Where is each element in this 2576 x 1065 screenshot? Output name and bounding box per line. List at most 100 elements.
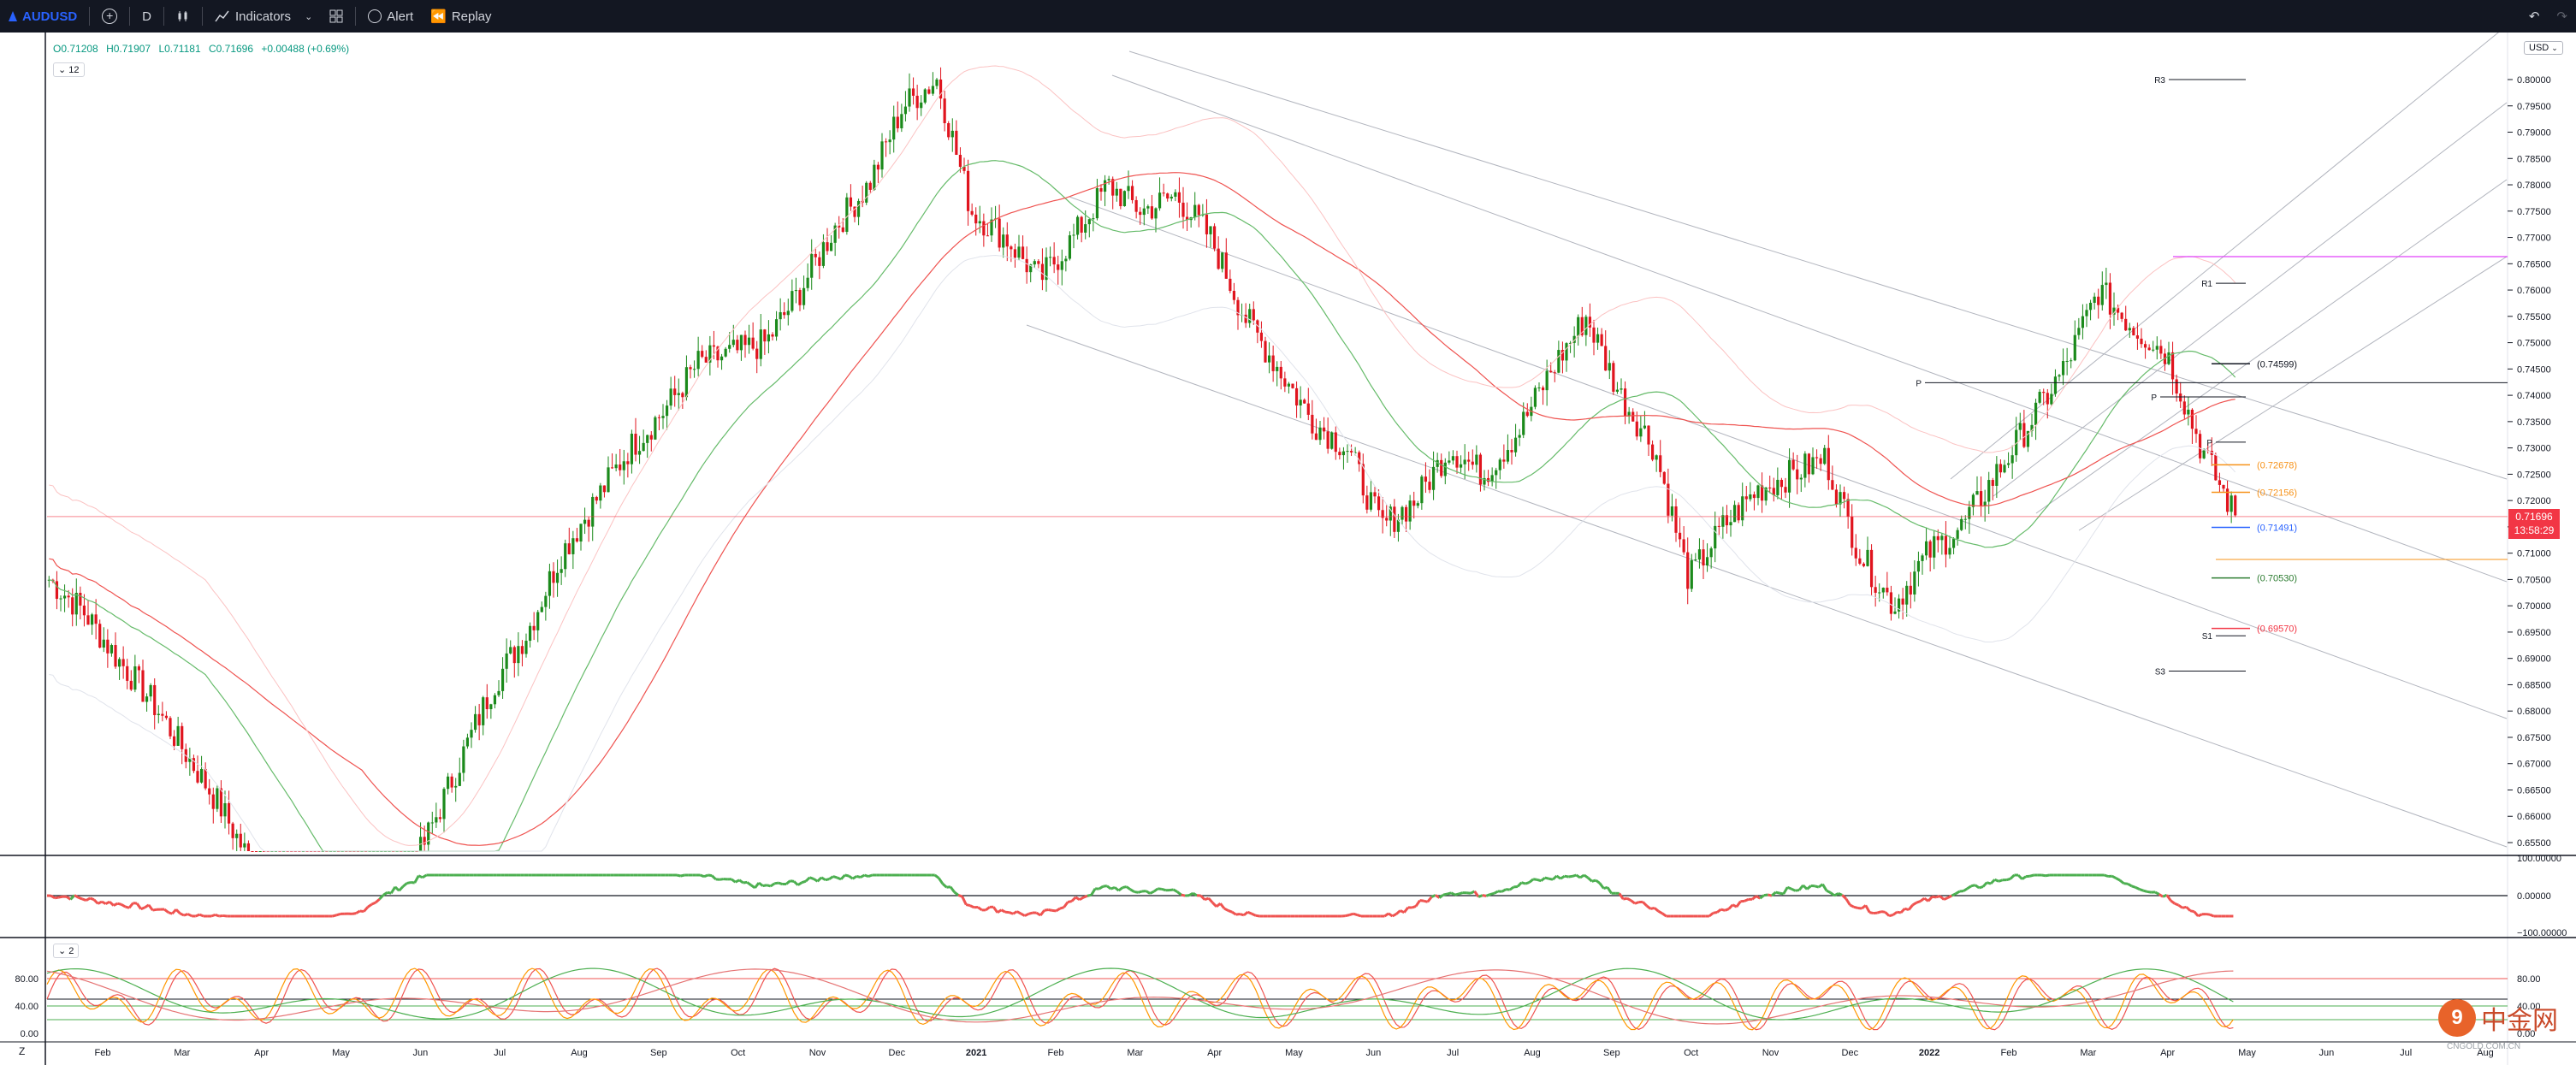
candle-body xyxy=(442,789,446,819)
candle-body xyxy=(1502,459,1506,462)
candle-body xyxy=(192,758,196,772)
candle-body xyxy=(199,768,204,783)
osc-segment xyxy=(1537,878,1542,883)
candle-body xyxy=(2030,424,2034,431)
price-tick-label: 0.74500 xyxy=(2517,364,2551,375)
time-tick-label: Mar xyxy=(1127,1048,1143,1058)
osc-segment xyxy=(758,881,764,887)
candle-body xyxy=(567,543,571,554)
candle-body xyxy=(915,95,919,109)
candle-body xyxy=(1732,505,1737,523)
candle-body xyxy=(1869,549,1874,588)
candle-body xyxy=(1080,216,1083,233)
candle-body xyxy=(1545,370,1549,391)
price-tick-label: 0.79500 xyxy=(2517,102,2551,112)
candle-body xyxy=(657,417,661,418)
candle-body xyxy=(1463,459,1466,464)
candle-body xyxy=(59,598,62,600)
candle-body xyxy=(137,666,141,671)
osc-segment xyxy=(1603,885,1608,890)
candle-body xyxy=(1060,261,1063,270)
timezone-button[interactable]: Z xyxy=(19,1045,26,1057)
candle-body xyxy=(126,666,129,681)
osc-segment xyxy=(856,874,862,879)
compare-button[interactable]: + xyxy=(93,0,126,33)
stochastic-pane[interactable]: 80.00 80.00 40.00 40.00 0.00 0.00 xyxy=(15,967,2541,1039)
chart-area[interactable]: 0.80000 0.79500 0.79000 0.78500 0.78000 0.775… xyxy=(0,33,2576,1065)
time-tick-label: Dec xyxy=(1842,1048,1859,1058)
price-tick-label: 0.75500 xyxy=(2517,312,2551,322)
osc-segment xyxy=(1442,892,1448,896)
osc-segment xyxy=(1470,890,1476,895)
osc-segment xyxy=(1768,893,1773,897)
candle-body xyxy=(587,519,590,527)
chart-canvas[interactable]: 0.80000 0.79500 0.79000 0.78500 0.78000 0.775… xyxy=(0,33,2576,1065)
candle-body xyxy=(2170,352,2175,380)
osc-segment xyxy=(198,913,204,918)
osc-segment xyxy=(1782,886,1789,895)
osc-segment xyxy=(109,901,115,907)
osc-segment xyxy=(2182,905,2187,909)
osc-segment xyxy=(85,896,92,902)
candle-body xyxy=(55,581,59,600)
candle-body xyxy=(1878,592,1881,594)
candle-body xyxy=(79,593,82,606)
candle-body xyxy=(856,200,861,217)
candle-body xyxy=(2187,409,2190,415)
osc-segment xyxy=(1122,885,1128,889)
candle-body xyxy=(1158,192,1162,209)
candle-body xyxy=(1776,479,1780,495)
stoch-collapse-button[interactable]: ⌄ 2 xyxy=(53,944,80,958)
candle-body xyxy=(1361,464,1365,496)
indicators-button[interactable]: Indicators ⌄ xyxy=(206,0,321,33)
osc-segment xyxy=(2174,902,2180,907)
osc-segment xyxy=(2029,873,2034,878)
osc-segment xyxy=(1724,908,1730,912)
candle-body xyxy=(736,340,739,351)
level-label: (0.74599) xyxy=(2257,359,2297,370)
candle-body xyxy=(129,680,133,690)
osc-segment xyxy=(1532,878,1537,881)
candle-body xyxy=(1506,450,1510,462)
candle-body xyxy=(1928,541,1932,558)
symbol-search-button[interactable]: AUDUSD xyxy=(0,0,86,33)
osc-segment xyxy=(375,897,381,904)
layouts-button[interactable] xyxy=(321,0,352,33)
undo-button[interactable]: ↶ xyxy=(2520,0,2549,33)
candle-body xyxy=(98,624,102,648)
stoch-tick-label-left: 0.00 xyxy=(21,1029,38,1039)
candle-body xyxy=(911,88,915,96)
envelope-upper-line xyxy=(49,65,2236,846)
candle-body xyxy=(743,334,747,346)
replay-button[interactable]: ⏪ Replay xyxy=(422,0,500,33)
moving-average-line xyxy=(49,160,2236,852)
redo-button[interactable]: ↷ xyxy=(2548,0,2576,33)
chart-type-button[interactable] xyxy=(168,0,198,33)
indicators-collapse-button[interactable]: ⌄ 12 xyxy=(53,62,85,77)
candle-body xyxy=(1827,447,1830,481)
candle-body xyxy=(1999,464,2003,473)
price-tick-label: 0.73000 xyxy=(2517,444,2551,454)
osc-segment xyxy=(1716,908,1722,914)
osc-segment xyxy=(1932,895,1937,899)
candle-body xyxy=(1346,451,1349,453)
time-tick-label: 2021 xyxy=(966,1048,986,1058)
channel-line xyxy=(1111,74,2508,583)
stoch-tick-label: 80.00 xyxy=(2517,974,2541,985)
candle-body xyxy=(2015,429,2018,456)
candle-body xyxy=(626,461,630,464)
oscillator-pane[interactable]: 100.00000 0.00000 −100.00000 xyxy=(46,854,2567,938)
time-axis[interactable]: Feb Mar Apr May Jun Jul Aug Sep Oct Nov Dec 2021 Feb… xyxy=(95,1048,2494,1058)
candle-body xyxy=(998,218,1001,248)
candle-body xyxy=(920,102,923,109)
alert-button[interactable]: Alert xyxy=(359,0,422,33)
currency-selector[interactable]: USD ⌄ xyxy=(2524,41,2563,55)
candle-body xyxy=(227,802,231,824)
candle-body xyxy=(2100,285,2104,305)
candle-body xyxy=(2147,347,2151,351)
price-axis[interactable]: 0.80000 0.79500 0.79000 0.78500 0.78000 0.775… xyxy=(2508,75,2551,849)
drawing-toolbar[interactable] xyxy=(0,33,45,1065)
interval-button[interactable]: D xyxy=(133,0,160,33)
osc-segment xyxy=(1356,914,1362,918)
price-tick-label: 0.72500 xyxy=(2517,470,2551,480)
